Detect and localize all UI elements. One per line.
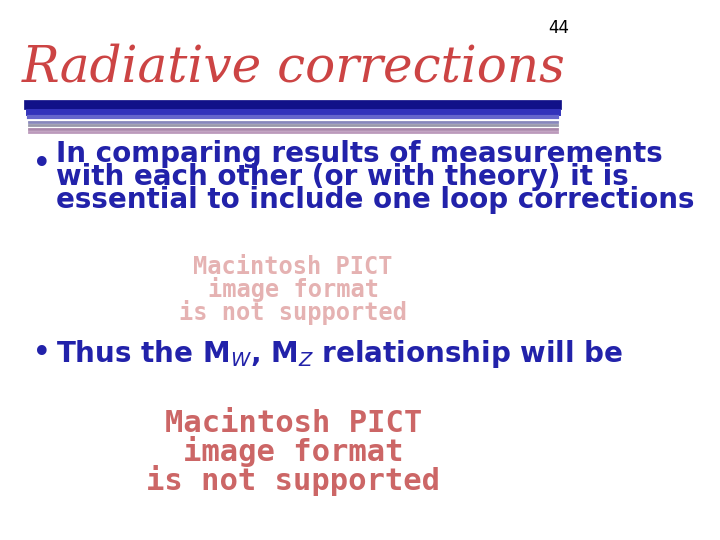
Text: 44: 44 <box>548 19 569 37</box>
Text: •: • <box>32 337 52 370</box>
Text: Macintosh PICT: Macintosh PICT <box>194 255 393 279</box>
Text: image format: image format <box>208 278 379 302</box>
Text: image format: image format <box>183 436 403 468</box>
Text: Thus the M$_W$, M$_Z$ relationship will be: Thus the M$_W$, M$_Z$ relationship will … <box>55 338 623 370</box>
Text: •: • <box>32 148 52 181</box>
Text: In comparing results of measurements: In comparing results of measurements <box>55 140 662 168</box>
Text: Radiative corrections: Radiative corrections <box>22 43 565 92</box>
Text: essential to include one loop corrections: essential to include one loop correction… <box>55 186 694 214</box>
Text: Macintosh PICT: Macintosh PICT <box>165 409 422 438</box>
Text: is not supported: is not supported <box>146 464 440 496</box>
Text: is not supported: is not supported <box>179 300 408 325</box>
Text: with each other (or with theory) it is: with each other (or with theory) it is <box>55 163 629 191</box>
